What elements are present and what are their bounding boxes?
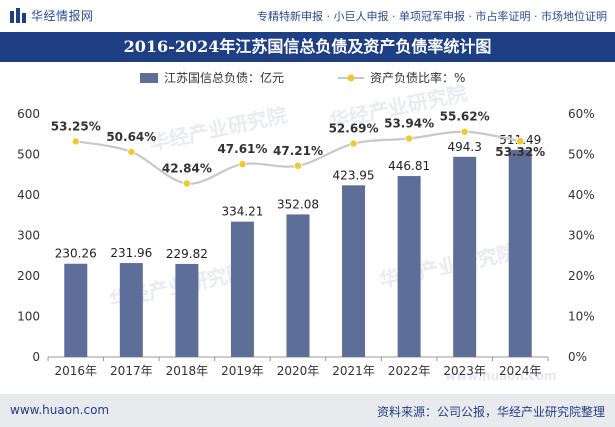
ratio-marker <box>349 139 358 148</box>
y-left-tick-label: 300 <box>17 229 40 243</box>
y-left-tick-label: 400 <box>17 188 40 202</box>
x-tick-label: 2023年 <box>443 364 486 378</box>
services-list: 专精特新申报 · 小巨人申报 · 单项冠军申报 · 市占率证明 · 市场地位证明 <box>257 10 607 23</box>
ratio-marker <box>127 147 136 156</box>
ratio-value-label: 55.62% <box>440 110 490 124</box>
x-tick-label: 2024年 <box>499 364 542 378</box>
y-right-tick-label: 40% <box>568 188 595 202</box>
y-right-tick-label: 0% <box>568 350 587 364</box>
ratio-marker <box>182 179 191 188</box>
y-left-tick-label: 600 <box>17 107 40 121</box>
ratio-value-label: 53.94% <box>384 117 434 131</box>
bar-value-label: 229.82 <box>166 247 208 261</box>
ratio-marker <box>460 127 469 136</box>
bar <box>230 221 254 357</box>
x-tick-label: 2021年 <box>332 364 375 378</box>
chart-legend: 江苏国信总负债：亿元 资产负债比率：% <box>140 70 465 85</box>
data-source: 资料来源：公司公报，华经产业研究院整理 <box>376 405 605 419</box>
x-tick-label: 2018年 <box>166 364 209 378</box>
watermark-text: www.huaon.com <box>445 369 556 383</box>
ratio-value-label: 53.32% <box>495 145 545 159</box>
line-series <box>71 127 525 188</box>
chart-axes: 0 100 200 300 400 500 600 0% 10% 20% 30% 40% 50% 60% 2… <box>17 107 595 378</box>
y-left-tick-label: 0 <box>32 350 40 364</box>
ratio-marker <box>71 137 80 146</box>
x-tick-label: 2019年 <box>221 364 264 378</box>
y-left-tick-label: 500 <box>17 148 40 162</box>
line-value-labels: 53.25% 50.64% 42.84% 47.61% 47.21% 52.69% 53.9… <box>51 110 545 176</box>
legend-bar-label: 江苏国信总负债：亿元 <box>164 70 284 85</box>
ratio-marker <box>293 161 302 170</box>
bar <box>397 176 421 357</box>
ratio-value-label: 50.64% <box>106 130 156 144</box>
legend-line-marker <box>347 74 355 82</box>
bar-value-label: 334.21 <box>221 205 263 219</box>
site-name: 华经情报网 <box>31 9 94 23</box>
huajing-logo-icon <box>10 8 26 23</box>
legend-bar-swatch <box>140 73 158 83</box>
bar <box>342 185 366 357</box>
title-bar: 2016-2024年江苏国信总负债及资产负债率统计图 <box>0 32 615 62</box>
chart-canvas: 华经产业研究院 华经产业研究院 华经产业研究院 华经产业研究院 www.huao… <box>17 70 595 383</box>
bar <box>119 263 143 357</box>
legend-line-label: 资产负债比率：% <box>370 70 465 85</box>
bar-value-label: 423.95 <box>333 168 375 182</box>
x-tick-label: 2016年 <box>55 364 98 378</box>
top-bar: 华经情报网 专精特新申报 · 小巨人申报 · 单项冠军申报 · 市占率证明 · … <box>0 0 615 30</box>
footer-bar: www.huaon.com 资料来源：公司公报，华经产业研究院整理 <box>0 394 615 427</box>
y-left-tick-label: 100 <box>17 310 40 324</box>
ratio-marker <box>516 137 525 146</box>
ratio-value-label: 42.84% <box>162 161 212 175</box>
bar-value-label: 494.3 <box>447 140 481 154</box>
bar <box>286 214 310 357</box>
bar <box>175 263 199 357</box>
y-right-tick-label: 60% <box>568 107 595 121</box>
bar-series <box>64 149 532 357</box>
bar-value-label: 230.26 <box>55 247 97 261</box>
bar <box>508 149 532 357</box>
y-right-tick-label: 20% <box>568 269 595 283</box>
chart-title: 2016-2024年江苏国信总负债及资产负债率统计图 <box>123 37 492 56</box>
x-tick-label: 2022年 <box>388 364 431 378</box>
y-right-tick-label: 10% <box>568 310 595 324</box>
ratio-marker <box>405 134 414 143</box>
bar-value-label: 446.81 <box>388 159 430 173</box>
ratio-marker <box>238 160 247 169</box>
bar-value-label: 352.08 <box>277 197 319 211</box>
bar <box>64 263 88 357</box>
y-left-tick-label: 200 <box>17 269 40 283</box>
x-tick-label: 2020年 <box>277 364 320 378</box>
website-link[interactable]: www.huaon.com <box>10 403 110 417</box>
y-right-tick-label: 30% <box>568 229 595 243</box>
ratio-value-label: 47.21% <box>273 144 323 158</box>
ratio-value-label: 47.61% <box>217 142 267 156</box>
x-tick-label: 2017年 <box>110 364 153 378</box>
bar <box>453 156 477 357</box>
bar-value-label: 231.96 <box>110 246 152 260</box>
ratio-value-label: 52.69% <box>329 122 379 136</box>
y-right-tick-label: 50% <box>568 148 595 162</box>
ratio-value-label: 53.25% <box>51 119 101 133</box>
bar-value-labels: 230.26 231.96 229.82 334.21 352.08 423.95 446.… <box>55 133 541 261</box>
